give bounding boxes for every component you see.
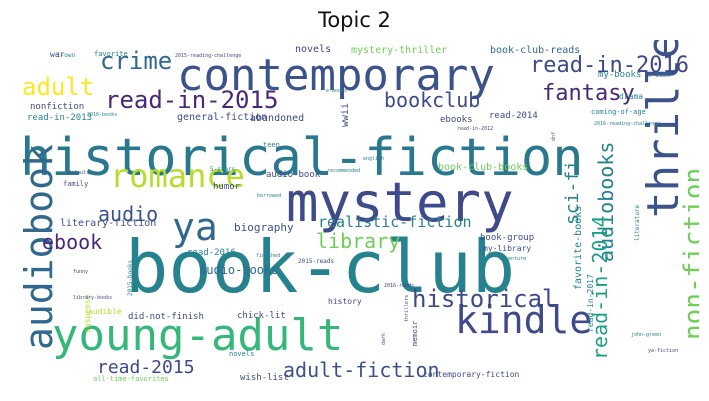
cloud-word: teen	[263, 141, 280, 149]
cloud-word: realistic-fiction	[318, 213, 472, 231]
cloud-word: war	[50, 50, 65, 59]
cloud-word: 2015-reads	[298, 258, 335, 265]
cloud-word: novels	[229, 350, 254, 358]
cloud-word: nonfiction	[30, 102, 84, 112]
cloud-word: mystery-thriller	[351, 45, 447, 56]
cloud-word: historical-fiction	[20, 128, 584, 188]
cloud-word: recommended	[327, 168, 360, 174]
cloud-word: bookclub	[384, 88, 480, 112]
cloud-word: audiobook	[17, 144, 61, 350]
cloud-word: mystery	[286, 171, 514, 234]
cloud-word: crime	[100, 47, 172, 75]
cloud-word: book-club-books	[438, 162, 528, 173]
cloud-word: kindle	[455, 298, 592, 342]
cloud-word: drama	[619, 92, 643, 101]
cloud-word: audio	[98, 202, 158, 226]
cloud-word: dnf	[551, 132, 557, 141]
cloud-word: abandoned	[250, 113, 304, 124]
cloud-word: audiobooks	[594, 142, 618, 262]
cloud-word: library	[316, 229, 400, 253]
cloud-word: thrillers	[404, 295, 410, 322]
cloud-word: chick-lit	[237, 311, 286, 321]
cloud-word: read-in-2016	[530, 53, 689, 78]
cloud-word: family	[63, 180, 88, 188]
cloud-word: literature	[634, 204, 641, 241]
cloud-word: dark	[381, 333, 387, 345]
cloud-word: wish-list	[240, 373, 289, 383]
cloud-word: read-in-2013	[27, 113, 92, 123]
cloud-word: read-2014	[489, 111, 538, 121]
cloud-word: biography	[234, 221, 294, 234]
cloud-word: novels	[295, 44, 331, 55]
cloud-word: book-club	[125, 225, 515, 309]
cloud-word: book-club-reads	[490, 45, 580, 56]
cloud-word: contemporary	[177, 50, 495, 101]
cloud-word: read-in-2014	[588, 216, 612, 361]
cloud-word: general-fiction	[177, 112, 267, 123]
cloud-word: adult	[22, 73, 94, 101]
cloud-word: adventure	[499, 256, 526, 262]
cloud-word: humor	[213, 182, 241, 192]
cloud-word: read-2016	[187, 248, 236, 258]
cloud-word: finished	[256, 253, 280, 259]
cloud-word: my-library	[483, 244, 531, 253]
cloud-word: adult-fiction	[283, 358, 440, 382]
cloud-word: favorite-books	[573, 206, 584, 290]
cloud-word: borrowed	[257, 193, 281, 199]
cloud-word: history	[328, 297, 362, 306]
cloud-word: ebook	[42, 230, 102, 254]
cloud-word: i-own	[57, 52, 75, 59]
cloud-word: all-time-favorites	[93, 375, 169, 383]
cloud-word: did-not-finish	[128, 312, 204, 322]
cloud-word: 2016-reading-challenge	[594, 121, 660, 127]
cloud-word: favorite	[94, 50, 128, 58]
chart-title: Topic 2	[318, 8, 391, 32]
cloud-word: 5-stars	[210, 166, 236, 173]
cloud-word: read-2015	[97, 357, 195, 378]
cloud-word: default	[68, 170, 89, 176]
cloud-word: 2016-reads	[384, 283, 414, 289]
cloud-word: e-books	[326, 88, 347, 94]
cloud-word: ya	[172, 205, 218, 249]
cloud-word: literary-fiction	[60, 218, 156, 229]
cloud-word: young-adult	[52, 310, 343, 361]
cloud-word: e-book	[648, 72, 670, 79]
cloud-word: book-group	[480, 233, 534, 243]
cloud-word: romance	[110, 157, 245, 195]
cloud-word: ya-fiction	[648, 348, 678, 354]
cloud-word: suspense	[83, 294, 92, 333]
cloud-word: audio-books	[199, 263, 278, 277]
cloud-word: 2015-reading-challenge	[175, 53, 241, 59]
cloud-word: audio-book	[266, 170, 321, 180]
word-cloud: book-club historical-fiction mystery contem…	[13, 40, 699, 387]
cloud-word: 2016-books	[87, 112, 117, 118]
cloud-word: wwii	[340, 103, 351, 127]
cloud-word: english	[363, 156, 384, 162]
cloud-word: coming-of-age	[591, 108, 646, 116]
cloud-word: sci-fi	[562, 160, 583, 225]
cloud-word: john-green	[631, 332, 661, 338]
cloud-word: contemporary-fiction	[423, 370, 520, 379]
cloud-word: library-books	[73, 295, 112, 301]
cloud-word: fantasy	[542, 81, 635, 106]
cloud-word: memoir	[411, 321, 419, 346]
cloud-word: thriller	[638, 40, 689, 218]
cloud-word: 2015-books	[127, 259, 134, 296]
cloud-word: read-in-2017	[586, 274, 595, 332]
cloud-word: non-fiction	[679, 168, 699, 340]
cloud-word: ebooks	[440, 115, 473, 125]
cloud-word: my-books	[598, 70, 641, 80]
cloud-word: audible	[88, 307, 122, 316]
cloud-word: funny	[73, 269, 88, 275]
cloud-word: read-in-2015	[105, 86, 278, 114]
cloud-word: historical	[412, 285, 557, 313]
cloud-word: read-in-2012	[457, 126, 493, 132]
